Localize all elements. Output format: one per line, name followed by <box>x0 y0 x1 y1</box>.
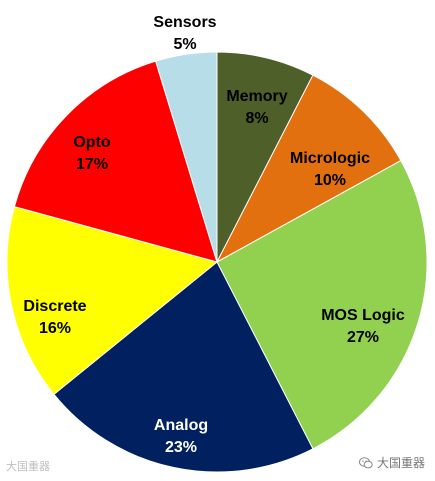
slice-label-discrete: Discrete <box>23 298 86 315</box>
slice-value-opto: 17% <box>76 156 108 173</box>
slice-label-opto: Opto <box>73 134 111 151</box>
slice-value-discrete: 16% <box>39 320 71 337</box>
slice-value-analog: 23% <box>165 439 197 456</box>
watermark-right-text: 大国重器 <box>376 456 425 470</box>
pie-slice-discrete <box>6 206 219 396</box>
slice-label-analog: Analog <box>154 417 208 434</box>
slice-label-micrologic: Micrologic <box>290 150 370 167</box>
pie-slice-micrologic <box>215 74 402 264</box>
pie-slices <box>6 51 428 473</box>
pie-slice-opto <box>13 60 218 263</box>
pie-slice-sensors <box>155 51 218 263</box>
slice-label-memory: Memory <box>226 88 287 105</box>
pie-slice-memory <box>216 51 314 263</box>
pie-slice-analog <box>53 261 314 473</box>
wechat-icon <box>358 456 373 468</box>
watermark-left-text: 大国重器 <box>6 460 50 473</box>
slice-label-mos-logic: MOS Logic <box>321 307 405 324</box>
watermark-left: 大国重器 <box>6 458 50 474</box>
slice-value-memory: 8% <box>245 110 268 127</box>
pie-labels: Memory 8% Micrologic 10% MOS Logic 27% Analog 2… <box>23 14 404 456</box>
slice-label-sensors: Sensors <box>153 14 216 31</box>
slice-value-micrologic: 10% <box>314 172 346 189</box>
pie-slice-mos-logic <box>216 159 428 450</box>
slice-value-mos-logic: 27% <box>347 329 379 346</box>
slice-value-sensors: 5% <box>173 36 196 53</box>
watermark-right: 大国重器 <box>358 454 425 471</box>
